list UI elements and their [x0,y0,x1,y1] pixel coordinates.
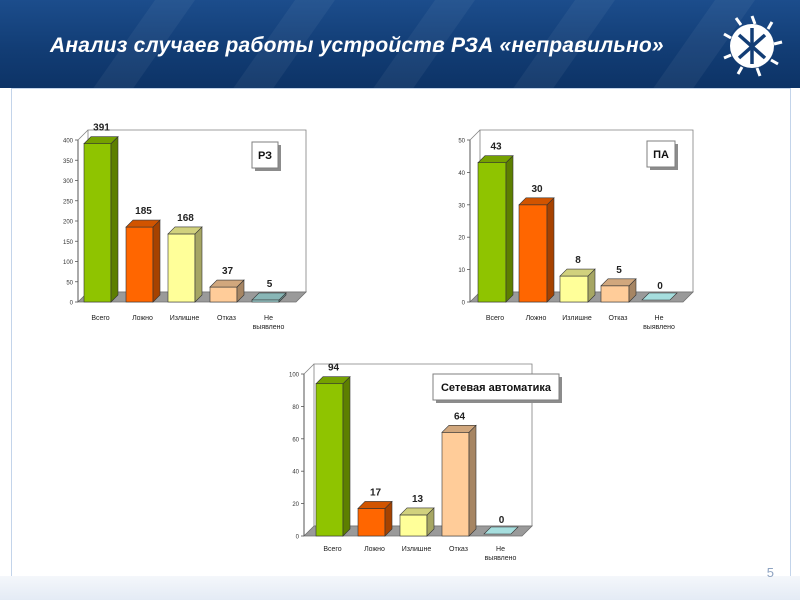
company-logo-icon [723,15,783,77]
slide-content [11,88,791,578]
slide-header: Анализ случаев работы устройств РЗА «неп… [0,0,800,88]
page-number: 5 [766,565,774,580]
slide-footer [0,576,800,600]
slide-title: Анализ случаев работы устройств РЗА «неп… [50,34,664,57]
